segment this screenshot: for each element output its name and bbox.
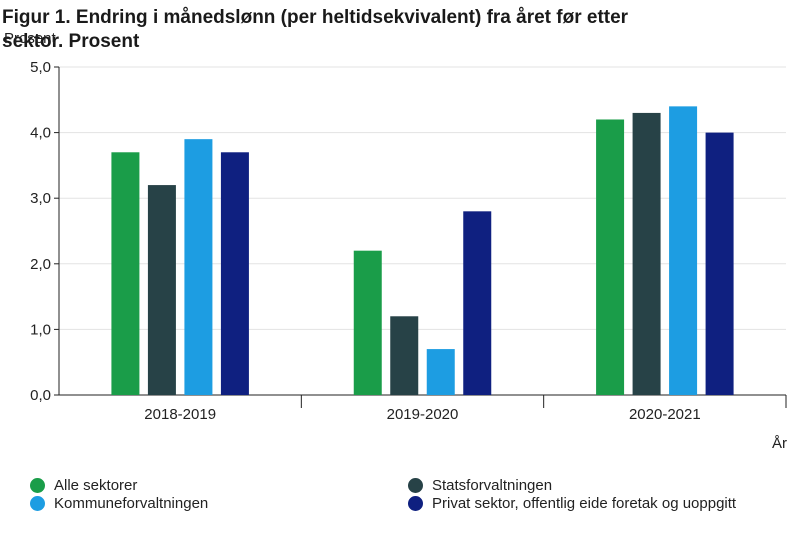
x-tick-label: 2020-2021 [629,406,701,423]
y-tick-label: 0,0 [30,387,51,404]
y-tick-label: 3,0 [30,190,51,207]
legend-label: Kommuneforvaltningen [54,495,209,512]
legend-swatch [30,478,45,493]
legend-item-kommuneforvaltningen[interactable]: Kommuneforvaltningen [30,495,208,512]
legend-item-privat-sektor[interactable]: Privat sektor, offentlig eide foretak og… [408,495,736,512]
y-tick-label: 4,0 [30,125,51,142]
legend-swatch [30,496,45,511]
bar [184,139,213,395]
bar [426,349,455,395]
bar [705,132,734,395]
x-axis-label: År [772,435,787,452]
legend-item-alle-sektorer[interactable]: Alle sektorer [30,477,137,494]
bar [220,152,249,395]
y-tick-label: 2,0 [30,256,51,273]
bar [669,106,698,396]
bar [147,185,176,395]
bar [632,112,661,396]
x-tick-label: 2018-2019 [144,406,216,423]
bar [353,250,382,395]
y-axis-label: Prosent [4,30,56,47]
legend-label: Statsforvaltningen [432,477,553,494]
legend-label: Alle sektorer [54,477,138,494]
legend-label: Privat sektor, offentlig eide foretak og… [432,495,737,512]
bar [390,316,419,395]
bar [463,211,492,395]
y-tick-label: 5,0 [30,59,51,76]
legend-swatch [408,496,423,511]
x-tick-label: 2019-2020 [387,406,459,423]
chart-title: Figur 1. Endring i månedslønn (per helti… [2,7,629,52]
bar [111,152,140,395]
legend-swatch [408,478,423,493]
y-tick-label: 1,0 [30,321,51,338]
bar [596,119,625,395]
legend-item-statsforvaltningen[interactable]: Statsforvaltningen [408,477,552,494]
